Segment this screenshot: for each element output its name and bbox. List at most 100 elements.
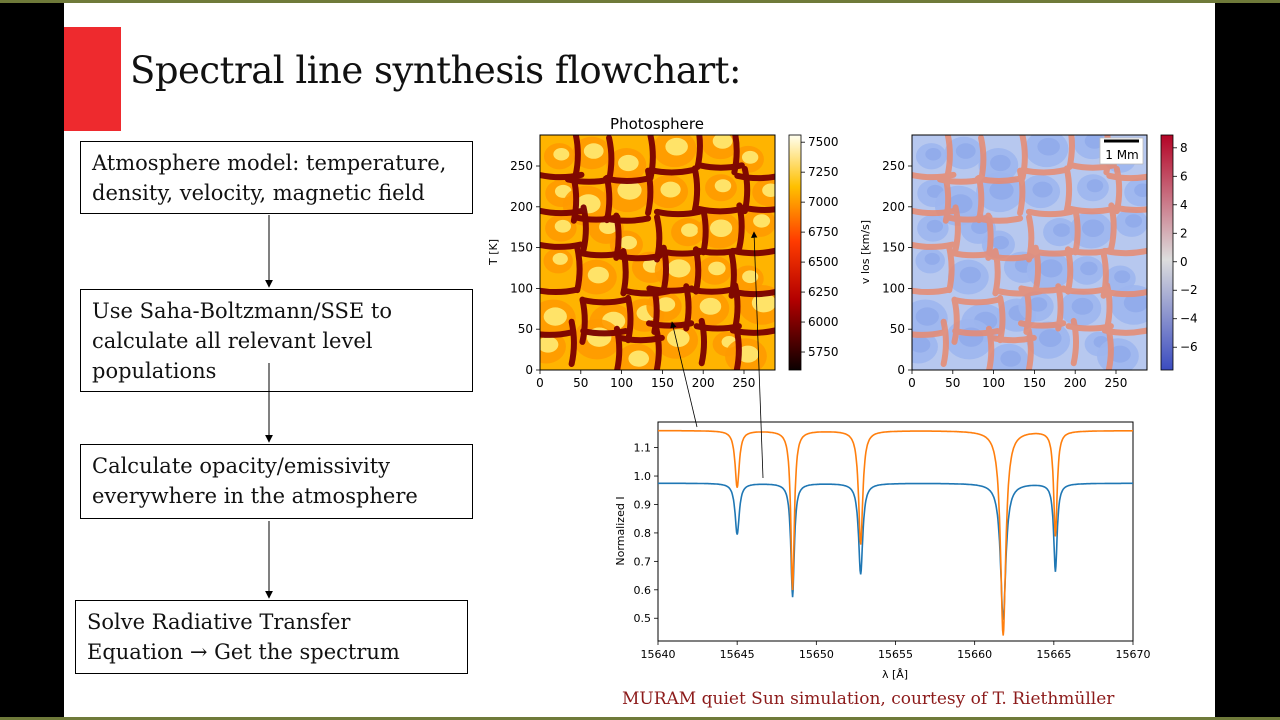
granule-core <box>989 180 1014 200</box>
x-tick-label: 50 <box>945 376 960 390</box>
granule-core <box>1028 297 1048 312</box>
y-tick-label: 0 <box>897 363 905 377</box>
granule-core <box>599 219 618 235</box>
x-tick-label: 50 <box>573 376 588 390</box>
intergranular-lane <box>603 174 613 224</box>
intergranular-lane <box>660 244 670 293</box>
colorbar-tick-label: 6750 <box>808 225 839 239</box>
temperature-colorbar <box>788 134 802 371</box>
intergranular-lane <box>580 204 589 253</box>
granule-core <box>666 329 690 348</box>
intergranular-lane <box>653 208 703 218</box>
flow-step-atmosphere: Atmosphere model: temperature, density, … <box>80 141 473 214</box>
granule-core <box>1123 293 1147 313</box>
intergranular-lane <box>574 244 583 294</box>
intergranular-lane <box>568 318 577 368</box>
y-tick-label: 1.1 <box>634 442 652 455</box>
intergranular-lane <box>580 328 629 337</box>
intergranular-lane <box>952 204 961 253</box>
granule-core <box>1071 297 1094 315</box>
intergranular-lane <box>1019 167 1068 176</box>
spectrum-xlabel: λ [Å] <box>882 668 908 681</box>
intergranular-lane <box>912 171 957 181</box>
credit-text: MURAM quiet Sun simulation, courtesy of … <box>622 689 1115 709</box>
title-accent-bar <box>64 27 121 131</box>
temperature-map-title: Photosphere <box>610 115 704 133</box>
granule-core <box>926 219 944 233</box>
intergranular-lane <box>1113 165 1123 215</box>
intergranular-lane <box>1112 204 1147 213</box>
granule-core <box>925 147 942 161</box>
velocity-colorbar <box>1160 134 1174 371</box>
granule-core <box>699 297 722 315</box>
x-tick-label: 15640 <box>641 648 676 661</box>
colorbar-tick-label: 8 <box>1180 141 1188 155</box>
intergranular-lane <box>732 282 741 331</box>
colorbar-tick-label: −2 <box>1180 283 1198 297</box>
y-tick-label: 200 <box>882 200 905 214</box>
granule-core <box>1039 259 1063 278</box>
granule-core <box>737 345 759 363</box>
flow-step-line: Use Saha-Boltzmann/SSE to <box>92 299 392 323</box>
intergranular-lane <box>540 171 585 181</box>
y-tick-label: 1.0 <box>634 470 652 483</box>
granule-core <box>708 261 726 276</box>
intergranular-lane <box>952 328 1001 337</box>
colorbar-tick-label: 0 <box>1180 255 1188 269</box>
intergranular-lane <box>614 252 663 262</box>
intergranular-lane <box>734 172 775 182</box>
y-tick-label: 200 <box>510 200 533 214</box>
intergranular-lane <box>912 207 958 217</box>
intergranular-lane <box>997 294 1006 344</box>
intergranular-lane <box>1063 165 1073 214</box>
y-tick-label: 250 <box>510 159 533 173</box>
intergranular-lane <box>912 286 952 296</box>
granule-core <box>660 181 681 198</box>
colorbar-tick-label: −6 <box>1180 340 1198 354</box>
granule-core <box>1134 183 1147 197</box>
granule-core <box>1086 179 1104 193</box>
granule-core <box>990 154 1011 172</box>
intergranular-lane <box>572 135 581 179</box>
intergranular-lane <box>992 248 1001 297</box>
intergranular-lane <box>1059 286 1108 295</box>
granule-core <box>971 219 990 235</box>
intergranular-lane <box>729 247 775 257</box>
y-tick-label: 150 <box>510 241 533 255</box>
intergranular-lane <box>974 215 1024 224</box>
y-tick-label: 250 <box>882 159 905 173</box>
velocity-map-plot: 1 Mm v los [km/s] 0 50 100 150 200 250 0 50 100… <box>859 134 1198 390</box>
intergranular-lane <box>1025 208 1075 218</box>
spectrum-ylabel: Normalized I <box>614 496 627 565</box>
granule-core <box>753 214 771 228</box>
granule-core <box>1037 137 1060 156</box>
granule-core <box>1038 329 1062 348</box>
y-tick-label: 0.5 <box>634 612 652 625</box>
spectrum-series-line <box>658 482 1133 620</box>
y-tick-label: 100 <box>882 281 905 295</box>
intergranular-lane <box>1108 202 1117 251</box>
granule-core <box>741 150 759 164</box>
granule-core <box>1053 223 1071 237</box>
intergranular-lane <box>730 288 775 298</box>
y-tick-label: 0.6 <box>634 584 652 597</box>
scale-bar-label: 1 Mm <box>1105 148 1139 162</box>
colorbar-tick-label: 6 <box>1180 169 1188 183</box>
intergranular-lane <box>736 202 745 251</box>
intergranular-lane <box>540 329 574 338</box>
x-tick-label: 200 <box>692 376 715 390</box>
granule-core <box>751 293 775 313</box>
intergranular-lane <box>1106 172 1147 182</box>
intergranular-lane <box>602 175 652 184</box>
granule-core <box>552 252 568 265</box>
intergranular-lane <box>696 162 745 171</box>
intergranular-lane <box>1105 325 1114 370</box>
flow-step-line: Atmosphere model: temperature, <box>92 151 447 175</box>
intergranular-lane <box>975 174 985 224</box>
granule-core <box>681 223 699 237</box>
y-tick-label: 0 <box>525 363 533 377</box>
granule-core <box>714 179 732 193</box>
pointer-arrow-dark <box>670 321 698 428</box>
x-tick-label: 150 <box>1023 376 1046 390</box>
temperature-map-plot: Photosphere T [K] 0 50 100 150 200 250 0 50 100… <box>487 115 839 390</box>
